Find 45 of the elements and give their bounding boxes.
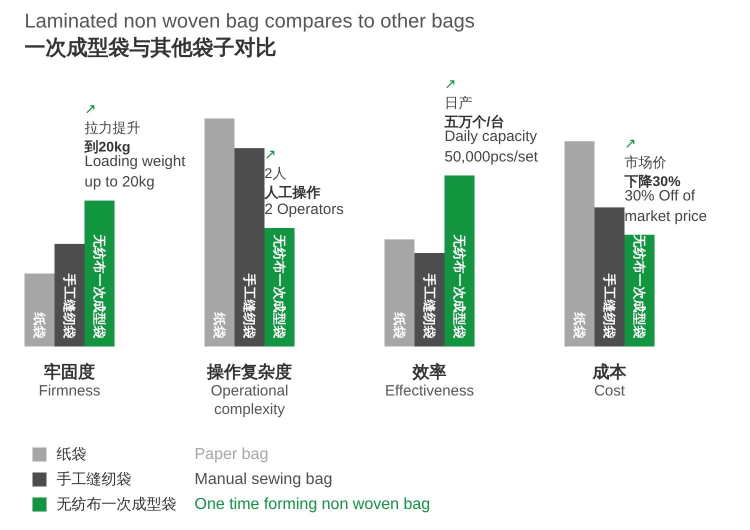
- x-tick-label: 操作复杂度 Operational complexity: [206, 362, 292, 418]
- text: ↗: [84, 100, 96, 117]
- text: 无纺布一次成型袋: [452, 234, 467, 338]
- text: 无纺布一次成型袋: [272, 234, 287, 338]
- text: ↗: [444, 76, 456, 92]
- text: 无纺布一次成型袋: [92, 234, 107, 338]
- annotation: 下降30%: [624, 172, 682, 189]
- text: 无纺布一次成型袋: [632, 234, 647, 338]
- bar: [384, 239, 414, 346]
- text: 纸袋: [572, 312, 587, 338]
- x-tick-label: 成本 Cost: [592, 362, 628, 400]
- chart-subtitle: 一次成型袋与其他袋子对比: [24, 36, 276, 60]
- text: Manual sewing bag: [194, 471, 332, 488]
- annotation: 五万个/台: [444, 114, 504, 130]
- text: 手工缝纫袋: [422, 274, 437, 338]
- annotation: 2人: [264, 164, 286, 181]
- text: 手工缝纫袋: [602, 274, 617, 338]
- legend-label: 无纺布一次成型袋: [56, 496, 176, 513]
- annotation: ↗: [624, 134, 636, 151]
- text: 纸袋: [32, 312, 47, 338]
- x-tick-label: 效率 Effectiveness: [385, 362, 474, 400]
- legend-label: 纸袋: [56, 446, 86, 463]
- annotation: 市场价: [624, 154, 666, 170]
- annotation: 30% Off of market price: [624, 187, 708, 225]
- text: 手工缝纫袋: [62, 274, 77, 338]
- bar: [564, 141, 594, 346]
- chart-title: Laminated non woven bag compares to other bags: [24, 10, 475, 32]
- text: 手工缝纫袋: [242, 274, 257, 338]
- legend-label: 手工缝纫袋: [56, 471, 132, 488]
- annotation: Loading weight up to 20kg: [84, 153, 186, 191]
- x-tick-label: 牢固度 Firmness: [38, 362, 100, 400]
- annotation: 2 Operators: [264, 200, 344, 218]
- annotation: Daily capacity 50,000pcs/set: [444, 128, 539, 166]
- bar: [204, 118, 234, 346]
- bar: [24, 274, 54, 346]
- annotation: 人工操作: [264, 184, 320, 200]
- annotation: ↗: [264, 146, 276, 162]
- text: One time forming non woven bag: [194, 496, 430, 513]
- text: 日产: [444, 94, 472, 110]
- text: Paper bag: [194, 446, 268, 463]
- annotation: 到20kg: [84, 138, 130, 155]
- text: 纸袋: [212, 312, 227, 338]
- bar: [234, 148, 264, 346]
- annotation: 拉力提升: [84, 120, 140, 136]
- text: 纸袋: [392, 312, 407, 338]
